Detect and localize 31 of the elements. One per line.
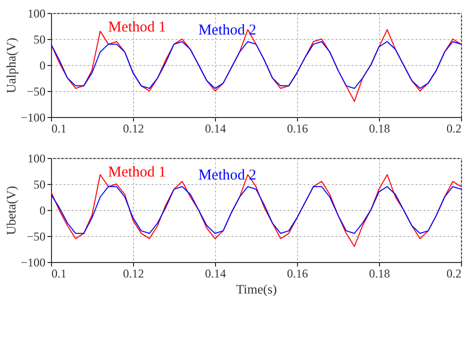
x-tick-label: 0.1 — [52, 122, 66, 136]
x-tick-label: 0.18 — [369, 266, 390, 280]
x-tick-label: 0.1 — [52, 266, 66, 280]
series-label: Method 2 — [198, 22, 256, 39]
y-tick-label: 0 — [40, 204, 46, 218]
series-label: Method 1 — [108, 20, 166, 36]
x-axis-title: Time(s) — [236, 282, 277, 296]
line-series — [51, 186, 461, 234]
y-tick-label: 50 — [34, 32, 46, 46]
x-tick-label: 0.12 — [123, 266, 144, 280]
y-tick-label: 0 — [40, 58, 46, 72]
x-tick-label: 0.12 — [123, 122, 144, 136]
x-tick-label: 0.14 — [205, 266, 226, 280]
x-tick-label: 0.16 — [287, 122, 308, 136]
x-tick-label: 0.18 — [369, 122, 390, 136]
y-tick-label: −100 — [20, 256, 46, 270]
series-label: Method 2 — [198, 168, 256, 184]
x-tick-label: 0.16 — [287, 266, 308, 280]
y-axis-title: Ualpha(V) — [4, 38, 19, 94]
y-axis-title: Ubeta(V) — [4, 186, 19, 236]
y-tick-label: −50 — [26, 84, 46, 98]
y-tick-label: 100 — [28, 152, 46, 166]
y-tick-label: 50 — [34, 178, 46, 192]
x-tick-label: 0.2 — [446, 122, 462, 136]
series-label: Method 1 — [108, 164, 166, 181]
y-tick-label: −100 — [20, 110, 46, 124]
line-series — [51, 41, 461, 89]
x-tick-label: 0.14 — [205, 122, 226, 136]
y-tick-label: −50 — [26, 230, 46, 244]
y-tick-label: 100 — [28, 6, 46, 20]
x-tick-label: 0.2 — [446, 266, 462, 280]
